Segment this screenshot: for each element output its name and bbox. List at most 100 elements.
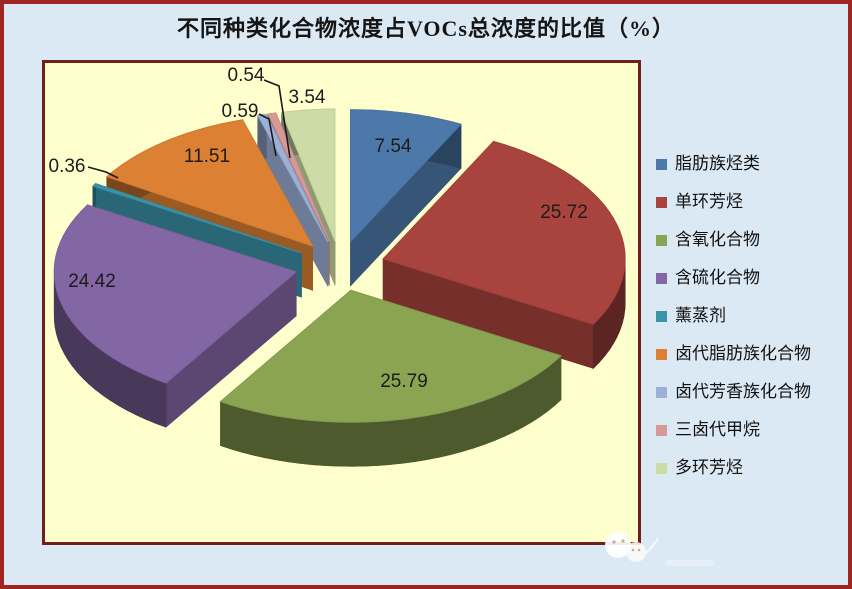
legend-label: 卤代脂肪族化合物 [675,344,811,363]
value-label: 0.54 [228,65,265,86]
slice-top [91,183,302,254]
legend-swatch-icon [656,158,667,170]
legend-label: 多环芳烃 [675,458,743,477]
slice-arc-wall [135,370,147,420]
slice-arc-wall [57,295,62,347]
legend-item: 多环芳烃 [656,457,811,479]
slice-arc-wall [301,419,315,466]
legend-item: 卤代脂肪族化合物 [656,343,811,365]
slice-arc-wall [82,333,90,385]
legend-label: 单环芳烃 [675,192,743,211]
slice-arc-wall [554,354,562,407]
slice-arc-wall [503,387,515,437]
slice-arc-wall [102,350,111,402]
slice-arc-wall [414,415,428,463]
legend-swatch-icon [656,234,667,246]
legend-label: 三卤代甲烷 [675,420,760,439]
slice-arc-wall [598,311,606,364]
slice-arc-wall [609,297,614,351]
slice-arc-wall [450,407,463,456]
slice-arc-wall [339,421,353,467]
value-label: 25.79 [380,371,428,392]
slice-arc-wall [461,403,474,453]
slice-arc-wall [377,420,391,466]
slice-arc-wall [118,360,128,411]
chart-title: 不同种类化合物浓度占VOCs总浓度的比值（%） [176,16,675,41]
slice-arc-wall [483,396,495,446]
legend-item: 薰蒸剂 [656,305,811,327]
leader-line [87,166,119,179]
slice-arc-wall [110,355,120,407]
slice-arc-wall [126,365,137,416]
legend-swatch-icon [656,386,667,398]
slice-arc-wall [592,317,600,370]
slice-arc-wall [253,410,267,459]
slice-arc-wall [402,417,416,464]
pie-slice [350,109,462,287]
legend-swatch-icon [656,310,667,322]
legend-swatch-icon [656,462,667,474]
slice-arc-wall [289,417,303,465]
legend-item: 三卤代甲烷 [656,419,811,441]
slice-arc-wall [389,418,403,465]
slice-arc-wall [613,292,618,344]
pie-slice [219,289,562,467]
slice-top [267,112,330,242]
slice-arc-wall [426,412,440,461]
value-label: 3.54 [289,87,326,108]
pie-slice [382,140,626,370]
slice-arc-wall [531,372,540,423]
value-label: 0.36 [49,156,86,177]
slice-arc-wall [60,302,65,354]
slice-top [382,140,626,325]
slice-top [105,119,314,248]
leader-line [263,79,291,159]
slice-arc-wall [67,314,73,368]
slice-arc-wall [364,421,379,467]
slice-arc-wall [604,304,610,358]
legend-label: 含氧化合物 [675,230,760,249]
data-labels: 7.54 25.72 25.79 24.42 0.36 11.51 0.59 0.54 3.54 [49,65,588,392]
slice-arc-wall [71,320,78,374]
slice-arc-wall [95,344,104,396]
slice-arc-wall [231,404,243,453]
slice-arc-wall [438,410,451,458]
slice-arc-wall [88,339,96,391]
value-label: 11.51 [184,146,230,167]
legend-label: 薰蒸剂 [675,306,726,325]
legend-item: 单环芳烃 [656,191,811,213]
value-label: 7.54 [375,136,412,157]
slice-arc-wall [326,421,341,467]
slice-arc-wall [314,420,328,467]
legend-item: 脂肪族烃类 [656,153,811,175]
slice-arc-wall [352,421,366,467]
slice-arc-wall [242,407,255,456]
slice-top [350,109,462,243]
slice-top [219,289,562,423]
legend-label: 卤代芳香族化合物 [675,382,811,401]
slice-arc-wall [472,400,485,449]
legend-item: 含氧化合物 [656,229,811,251]
legend-item: 卤代芳香族化合物 [656,381,811,403]
slice-arc-wall [616,285,621,337]
legend-label: 脂肪族烃类 [675,154,760,173]
slice-arc-wall [277,415,291,463]
legend-swatch-icon [656,196,667,208]
pie-slice [53,204,298,428]
legend-item: 含硫化合物 [656,267,811,289]
slice-arc-wall [63,307,69,361]
slice-arc-wall [155,378,167,428]
slice-arc-wall [76,327,84,380]
leader-line [258,113,277,157]
slice-arc-wall [513,382,524,433]
slice-arc-wall [145,374,157,424]
slice-arc-wall [220,401,232,450]
value-label: 25.72 [540,202,588,223]
slice-arc-wall [546,360,555,413]
slice-top [53,204,298,384]
legend-swatch-icon [656,348,667,360]
value-label: 24.42 [68,271,116,292]
slice-arc-wall [539,366,548,418]
legend-swatch-icon [656,272,667,284]
